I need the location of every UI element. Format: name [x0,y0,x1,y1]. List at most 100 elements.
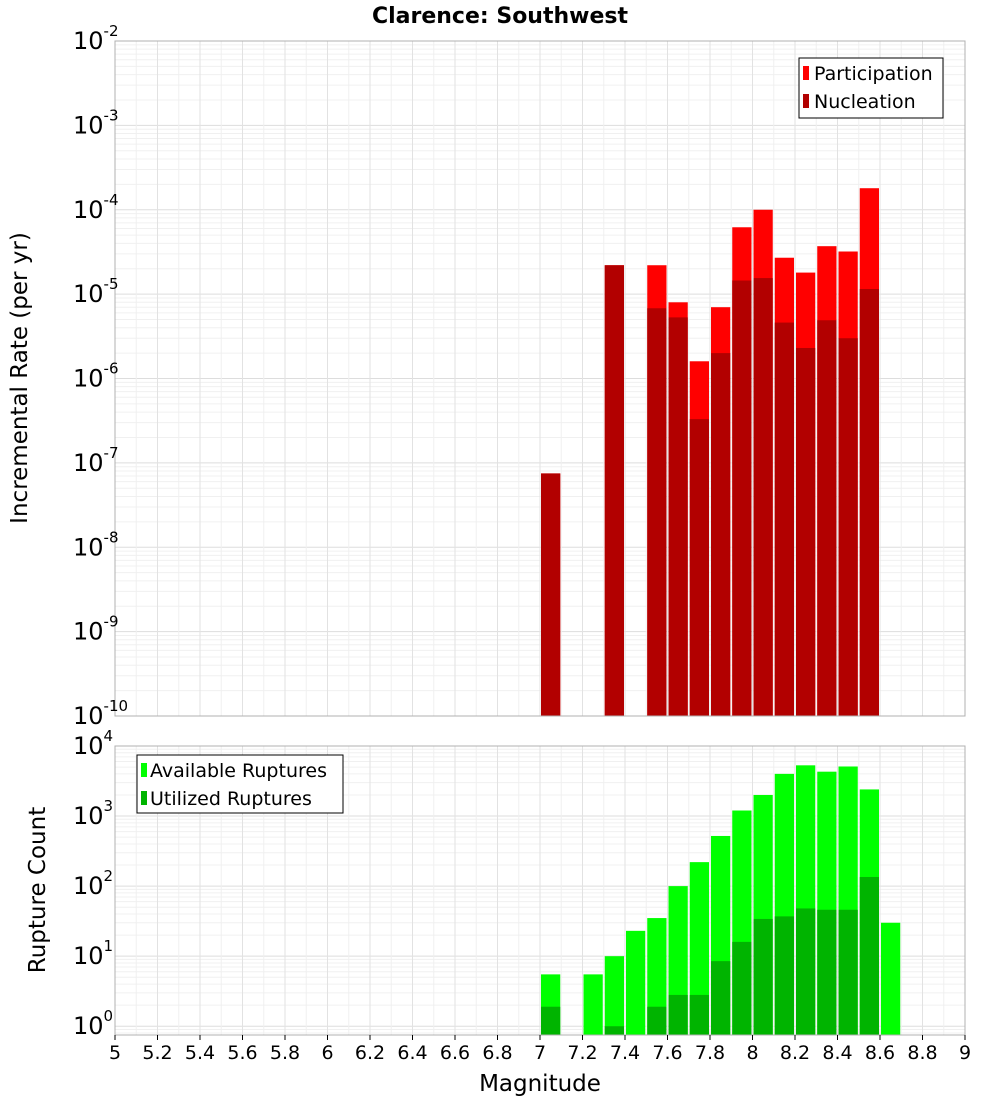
top-y-tick-base: 10 [73,196,104,224]
bottom-y-tick-exponent: 3 [104,797,114,815]
x-tick-label: 5.2 [142,1042,172,1064]
top-y-tick-base: 10 [73,702,104,730]
legend-swatch-participation [803,66,809,80]
nucleation-bar [711,353,731,716]
x-tick-label: 7.4 [610,1042,640,1064]
top-y-tick-exponent: -10 [104,697,129,715]
bottom-y-axis-label: Rupture Count [25,807,51,973]
chart-title: Clarence: Southwest [372,4,629,29]
utilized-ruptures-bar [668,994,688,1035]
top-y-tick-label: 10-9 [73,613,119,646]
available-ruptures-bar [689,862,709,1035]
top-y-tick-base: 10 [73,533,104,561]
top-legend-box [798,57,944,119]
utilized-ruptures-bar [859,876,879,1035]
bottom-y-tick-exponent: 1 [104,937,114,955]
top-bars [541,188,879,717]
bottom-y-tick-exponent: 0 [104,1007,114,1025]
legend-label-utilized: Utilized Ruptures [150,788,312,810]
bottom-y-tick-label: 103 [73,797,113,830]
top-y-tick-label: 10-8 [73,528,119,561]
x-ticks: 5 5.2 5.4 5.6 5.8 6 6.2 6.4 6.6 6.8 7 7.2 7.4 7.6 7.8 8… [109,1035,971,1064]
bottom-y-tick-label: 102 [73,867,113,900]
nucleation-bar [859,289,879,716]
top-y-tick-base: 10 [73,618,104,646]
bottom-y-tick-exponent: 4 [104,727,114,745]
top-y-tick-exponent: -8 [104,528,119,546]
top-y-tick-base: 10 [73,280,104,308]
top-y-axis-label: Incremental Rate (per yr) [7,232,33,524]
top-y-tick-exponent: -7 [104,444,119,462]
utilized-ruptures-bar [838,909,858,1035]
bottom-legend-box [136,754,344,814]
x-tick-label: 7 [534,1042,546,1064]
x-tick-label: 8.8 [907,1042,937,1064]
top-y-tick-exponent: -4 [104,191,119,209]
bottom-y-tick-label: 104 [73,727,113,760]
top-y-tick-exponent: -3 [104,106,119,124]
nucleation-bar [817,320,837,716]
x-tick-label: 8.6 [865,1042,895,1064]
top-grid [114,41,966,717]
bottom-y-tick-base: 10 [73,732,104,760]
x-tick-label: 8.2 [780,1042,810,1064]
top-y-tick-label: 10-10 [73,697,128,730]
top-y-tick-base: 10 [73,365,104,393]
x-tick-label: 5 [109,1042,121,1064]
nucleation-bar [732,280,752,716]
utilized-ruptures-bar [796,908,816,1035]
utilized-ruptures-bar [711,961,731,1035]
top-plot-border [114,40,966,717]
x-tick-label: 6.8 [482,1042,512,1064]
top-legend: Participation Nucleation [798,57,944,119]
top-y-tick-exponent: -6 [104,360,119,378]
top-y-tick-label: 10-6 [73,360,119,393]
legend-label-available: Available Ruptures [150,760,327,782]
nucleation-bar [604,265,624,716]
x-tick-label: 9 [959,1042,971,1064]
top-y-tick-exponent: -5 [104,275,119,293]
utilized-ruptures-bar [774,916,794,1035]
x-tick-label: 8 [746,1042,758,1064]
bottom-legend: Available Ruptures Utilized Ruptures [136,754,344,814]
legend-label-participation: Participation [814,63,933,85]
utilized-ruptures-bar [647,1006,667,1035]
available-ruptures-bar [626,930,646,1035]
legend-swatch-utilized [141,791,147,805]
legend-label-nucleation: Nucleation [814,91,916,113]
x-tick-label: 6 [321,1042,333,1064]
bottom-y-tick-base: 10 [73,802,104,830]
nucleation-bar [774,322,794,716]
nucleation-bar [647,308,667,716]
x-tick-label: 8.4 [822,1042,852,1064]
utilized-ruptures-bar [753,918,773,1035]
top-y-tick-base: 10 [73,111,104,139]
nucleation-bar [689,419,709,716]
utilized-ruptures-bar [689,994,709,1035]
nucleation-bar [541,473,561,716]
x-tick-label: 6.6 [440,1042,470,1064]
legend-swatch-nucleation [803,94,809,108]
x-tick-label: 7.8 [695,1042,725,1064]
top-y-tick-exponent: -2 [104,22,119,40]
nucleation-bar [838,338,858,716]
available-ruptures-bar [647,918,667,1035]
bottom-y-tick-base: 10 [73,942,104,970]
utilized-ruptures-bar [541,1006,561,1035]
x-tick-label: 5.4 [185,1042,215,1064]
x-tick-label: 6.2 [355,1042,385,1064]
x-axis-label: Magnitude [479,1071,601,1097]
nucleation-bar [796,347,816,716]
bottom-y-tick-label: 101 [73,937,113,970]
nucleation-bar [668,317,688,716]
bottom-y-tick-exponent: 2 [104,867,114,885]
x-tick-label: 7.2 [567,1042,597,1064]
bottom-bars [541,765,901,1035]
nucleation-bar [753,278,773,716]
utilized-ruptures-bar [732,941,752,1035]
